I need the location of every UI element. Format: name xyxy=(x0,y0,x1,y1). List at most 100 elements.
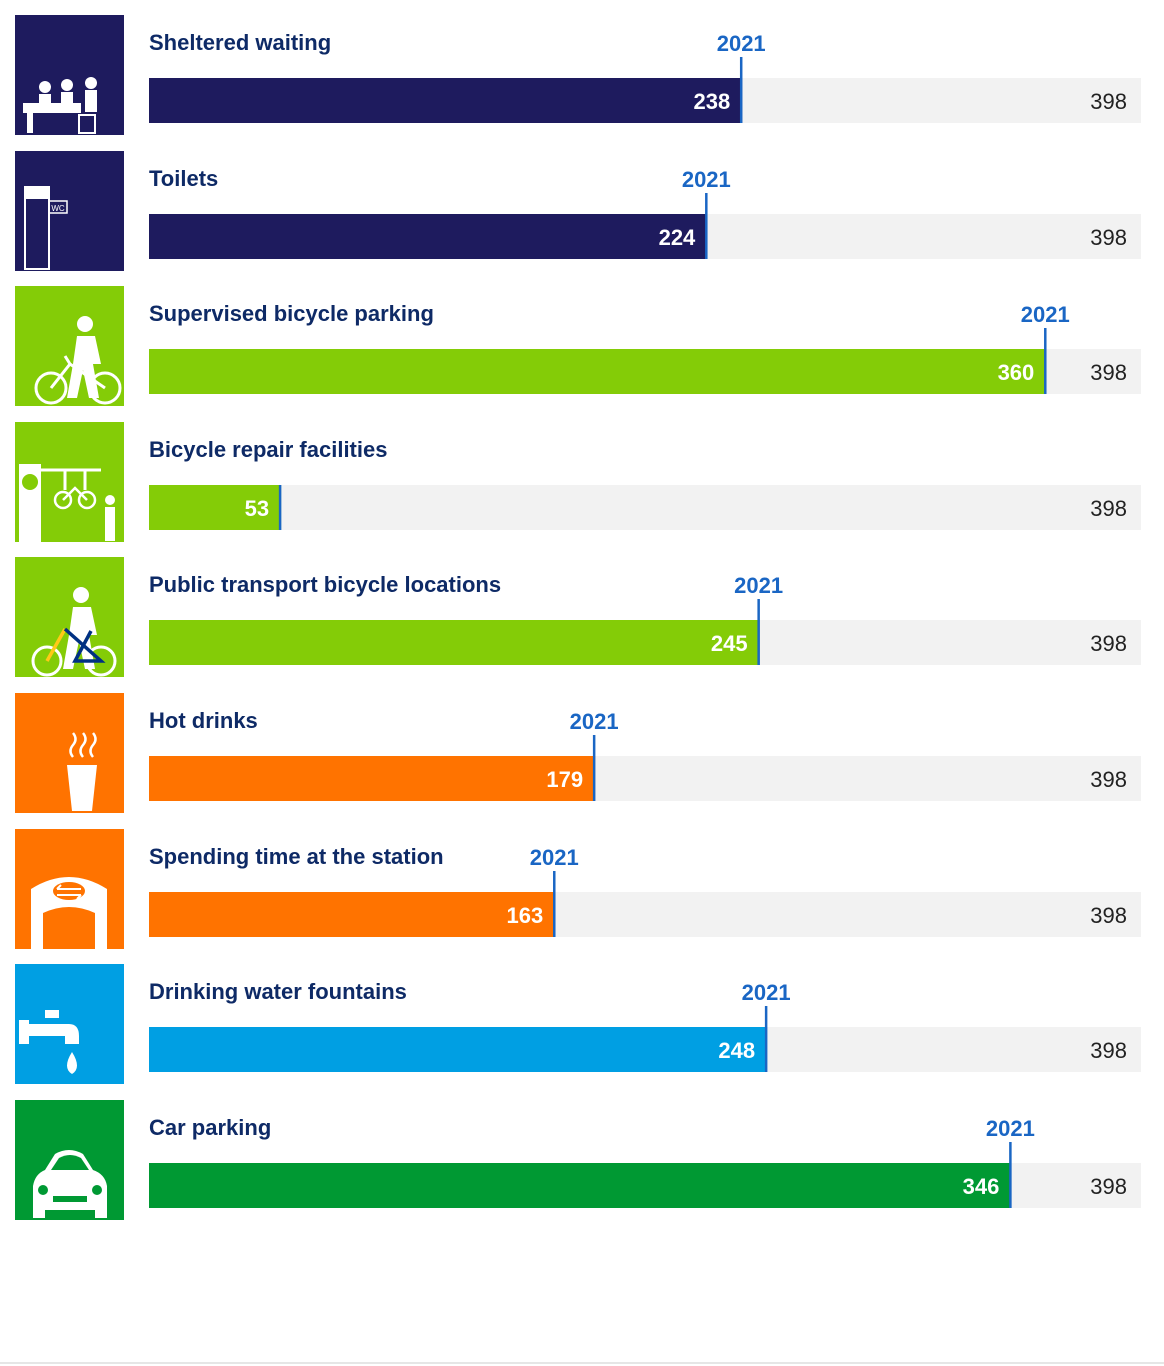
bar-value-label: 346 xyxy=(963,1174,1000,1199)
frame-shape xyxy=(49,355,106,390)
building-shape xyxy=(31,877,107,949)
wheel-shape xyxy=(53,490,73,510)
pillar-badge-shape xyxy=(22,474,38,490)
icon-tile xyxy=(15,15,124,135)
bar-track xyxy=(149,485,1141,530)
bar-value-label: 238 xyxy=(693,89,730,114)
bar-value-label: 245 xyxy=(711,631,748,656)
grille-shape xyxy=(53,1196,87,1202)
bicycle-repair-icon xyxy=(15,422,124,542)
total-label: 398 xyxy=(1090,360,1127,385)
total-label: 398 xyxy=(1090,89,1127,114)
marker-label: 2021 xyxy=(734,573,783,598)
body-shape xyxy=(105,507,115,541)
head-shape xyxy=(85,77,97,89)
ov-bike-icon xyxy=(15,557,124,677)
head-shape xyxy=(105,495,115,505)
bar-value-label: 53 xyxy=(245,496,269,521)
car-icon xyxy=(15,1100,124,1220)
headlight-shape xyxy=(38,1185,48,1195)
bar xyxy=(149,78,743,123)
steam-shape xyxy=(89,732,97,758)
marker-label: 2021 xyxy=(717,31,766,56)
valve-shape xyxy=(45,1010,59,1018)
pipe-shape xyxy=(19,1020,29,1044)
bar xyxy=(149,485,282,530)
wheel-shape xyxy=(77,490,97,510)
wheel-shape xyxy=(31,645,63,677)
wc-sign-shape xyxy=(48,200,68,214)
body-shape xyxy=(85,90,97,112)
total-label: 398 xyxy=(1090,903,1127,928)
total-label: 398 xyxy=(1090,1174,1127,1199)
total-label: 398 xyxy=(1090,767,1127,792)
blue-frame-shape xyxy=(63,627,106,663)
bench-leg-shape xyxy=(27,113,33,133)
bar xyxy=(149,892,556,937)
marker-label: 2021 xyxy=(682,167,731,192)
category-label: Toilets xyxy=(149,166,218,191)
rack-shape xyxy=(41,468,101,490)
bar xyxy=(149,1163,1012,1208)
frame-shape xyxy=(62,486,88,501)
marker-label: 2021 xyxy=(1021,302,1070,327)
bar xyxy=(149,214,708,259)
marker-label: 2021 xyxy=(530,845,579,870)
steam-shape xyxy=(79,732,87,758)
logo-plate-shape xyxy=(53,882,85,900)
bar-value-label: 224 xyxy=(659,225,696,250)
category-label: Bicycle repair facilities xyxy=(149,437,387,462)
marker-label: 2021 xyxy=(986,1116,1035,1141)
bar-value-label: 360 xyxy=(998,360,1035,385)
head-shape xyxy=(77,316,93,332)
wheel-shape xyxy=(34,371,68,405)
total-label: 398 xyxy=(1090,496,1127,521)
category-label: Public transport bicycle locations xyxy=(149,572,501,597)
icon-tile xyxy=(15,151,124,271)
bar xyxy=(149,1027,768,1072)
body-shape xyxy=(39,94,51,108)
category-label: Car parking xyxy=(149,1115,271,1140)
bar xyxy=(149,349,1047,394)
car-body-shape xyxy=(33,1150,107,1218)
bar-value-label: 163 xyxy=(507,903,544,928)
bar-value-label: 179 xyxy=(546,767,583,792)
category-label: Hot drinks xyxy=(149,708,258,733)
total-label: 398 xyxy=(1090,1038,1127,1063)
wheel-shape xyxy=(88,371,122,405)
wc-sign-text: WC xyxy=(51,204,65,213)
total-label: 398 xyxy=(1090,631,1127,656)
water-tap-icon xyxy=(15,964,124,1084)
head-shape xyxy=(61,79,73,91)
tap-shape xyxy=(29,1024,79,1044)
steam-shape xyxy=(69,732,77,758)
marker-label: 2021 xyxy=(742,980,791,1005)
people-waiting-icon xyxy=(15,15,124,135)
ns-logo-shape xyxy=(56,884,82,900)
marker-label: 2021 xyxy=(570,709,619,734)
station-building-icon xyxy=(15,829,124,949)
bottom-divider xyxy=(0,1362,1164,1364)
drop-shape xyxy=(67,1052,77,1074)
head-shape xyxy=(73,587,89,603)
hot-drink-icon xyxy=(15,693,124,813)
category-label: Drinking water fountains xyxy=(149,979,407,1004)
bench-shape xyxy=(23,103,81,113)
headlight-shape xyxy=(92,1185,102,1195)
bar xyxy=(149,756,596,801)
person-with-bicycle-icon xyxy=(15,286,124,406)
category-label: Spending time at the station xyxy=(149,844,444,869)
head-shape xyxy=(39,81,51,93)
category-label: Sheltered waiting xyxy=(149,30,331,55)
door-top-shape xyxy=(25,187,49,199)
toilet-icon: WC xyxy=(15,151,124,271)
windshield-shape xyxy=(51,1155,89,1170)
body-shape xyxy=(61,92,73,108)
yellow-frame-shape xyxy=(45,628,67,662)
total-label: 398 xyxy=(1090,225,1127,250)
category-label: Supervised bicycle parking xyxy=(149,301,434,326)
bar xyxy=(149,620,760,665)
bar-value-label: 248 xyxy=(718,1038,755,1063)
suitcase-shape xyxy=(78,114,96,134)
